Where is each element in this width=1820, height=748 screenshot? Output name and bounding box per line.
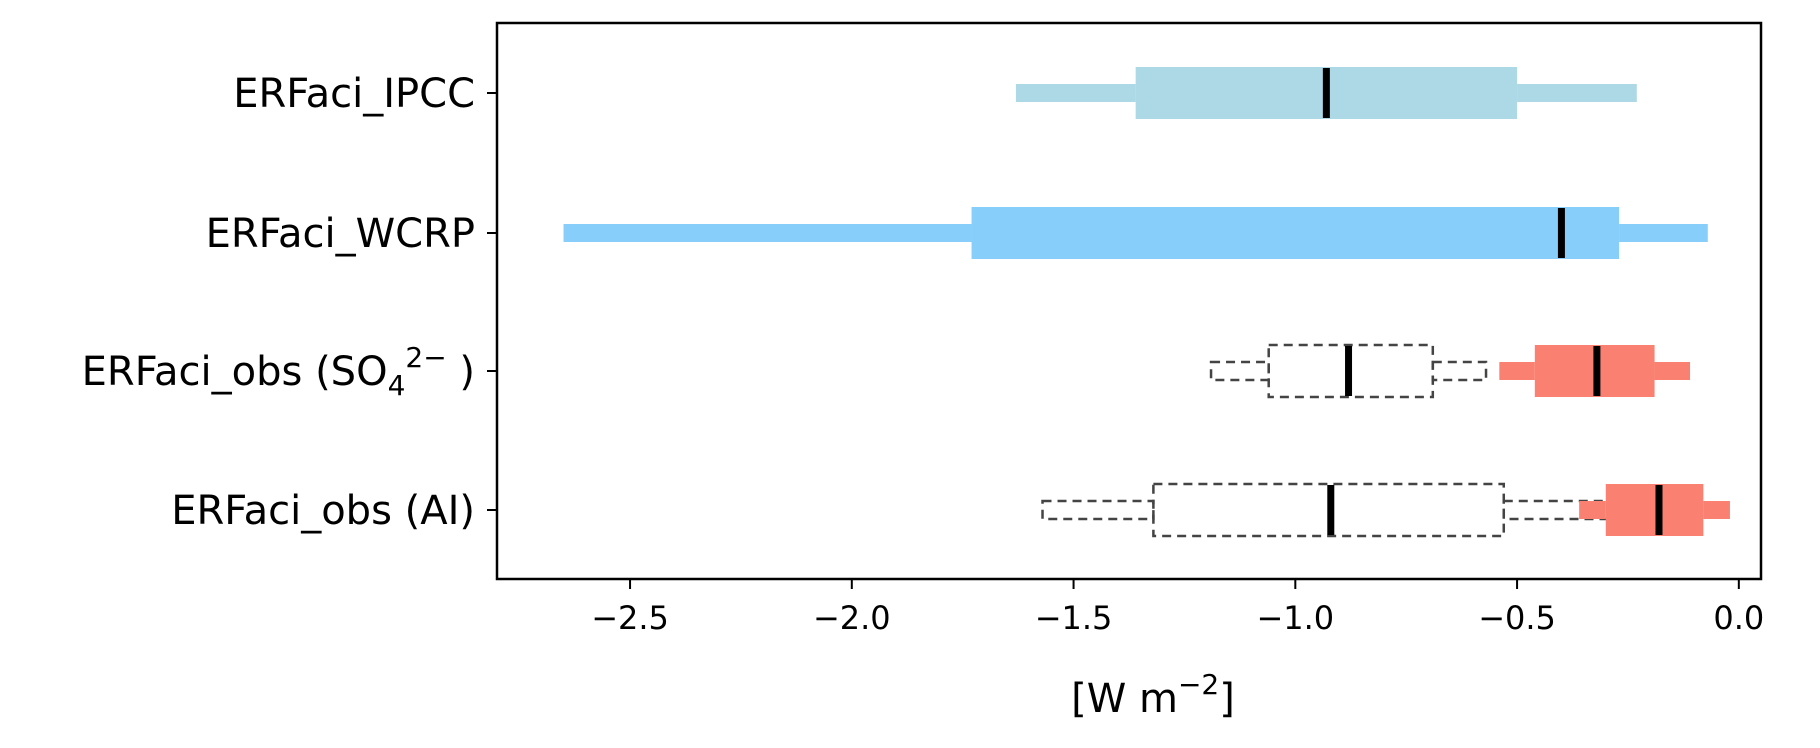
plot-area — [563, 67, 1730, 538]
x-tick-label: −0.5 — [1478, 599, 1556, 637]
x-tick-label: −2.0 — [813, 599, 891, 637]
category-label: ERFaci_IPCC — [233, 71, 475, 117]
category-label-end: ) — [447, 349, 475, 395]
whisker-low — [1041, 499, 1155, 521]
x-axis: −2.5 −2.0 −1.5 −1.0 −0.5 0.0 — [591, 579, 1764, 637]
whisker-high — [1431, 360, 1488, 382]
whisker-high — [1517, 84, 1637, 102]
x-tick-label: −2.5 — [591, 599, 669, 637]
whisker-low — [563, 224, 972, 242]
category-label-superscript: 2− — [405, 341, 446, 374]
whisker-low — [1015, 84, 1136, 102]
whisker-low — [1209, 360, 1270, 382]
box-filled — [1499, 345, 1691, 397]
box-filled — [563, 207, 1708, 259]
median-line — [1655, 485, 1663, 535]
axes-frame — [495, 21, 1763, 581]
whisker-high — [1654, 362, 1691, 380]
box-iqr — [1152, 482, 1506, 538]
box-filled — [1579, 484, 1730, 536]
x-axis-label-exponent: −2 — [1178, 668, 1219, 701]
whisker-high — [1619, 224, 1708, 242]
box-iqr — [1267, 343, 1435, 399]
median-line — [1557, 208, 1565, 258]
x-tick-label: 0.0 — [1713, 599, 1764, 637]
median-line — [1593, 346, 1601, 396]
box-dashed — [1209, 343, 1488, 399]
whisker-high — [1703, 501, 1730, 519]
category-label: ERFaci_obs (SO42− ) — [82, 341, 475, 402]
category-label: ERFaci_WCRP — [206, 211, 475, 257]
whisker-low — [1499, 362, 1535, 380]
box-iqr — [1605, 484, 1704, 536]
category-label-text: ERFaci_obs (SO — [82, 349, 388, 395]
x-tick-label: −1.5 — [1035, 599, 1113, 637]
category-label-text: ERFaci_obs (AI) — [171, 488, 475, 534]
category-label: ERFaci_obs (AI) — [171, 488, 475, 534]
box-dashed — [1041, 482, 1616, 538]
x-axis-label-text: [W m — [1071, 676, 1178, 722]
whisker-low — [1579, 501, 1606, 519]
median-line — [1345, 346, 1353, 396]
category-label-subscript: 4 — [388, 369, 406, 402]
category-label-text: ERFaci_IPCC — [233, 71, 475, 117]
box-filled — [1015, 67, 1637, 119]
x-axis-label-end: ] — [1219, 676, 1235, 722]
box-iqr — [971, 207, 1620, 259]
median-line — [1322, 68, 1330, 118]
category-label-text: ERFaci_WCRP — [206, 211, 475, 257]
x-tick-label: −1.0 — [1256, 599, 1334, 637]
x-axis-label: [W m−2] — [1071, 668, 1235, 722]
y-axis: ERFaci_IPCC ERFaci_WCRP ERFaci_obs (SO42− … — [82, 71, 497, 534]
median-line — [1327, 485, 1335, 535]
